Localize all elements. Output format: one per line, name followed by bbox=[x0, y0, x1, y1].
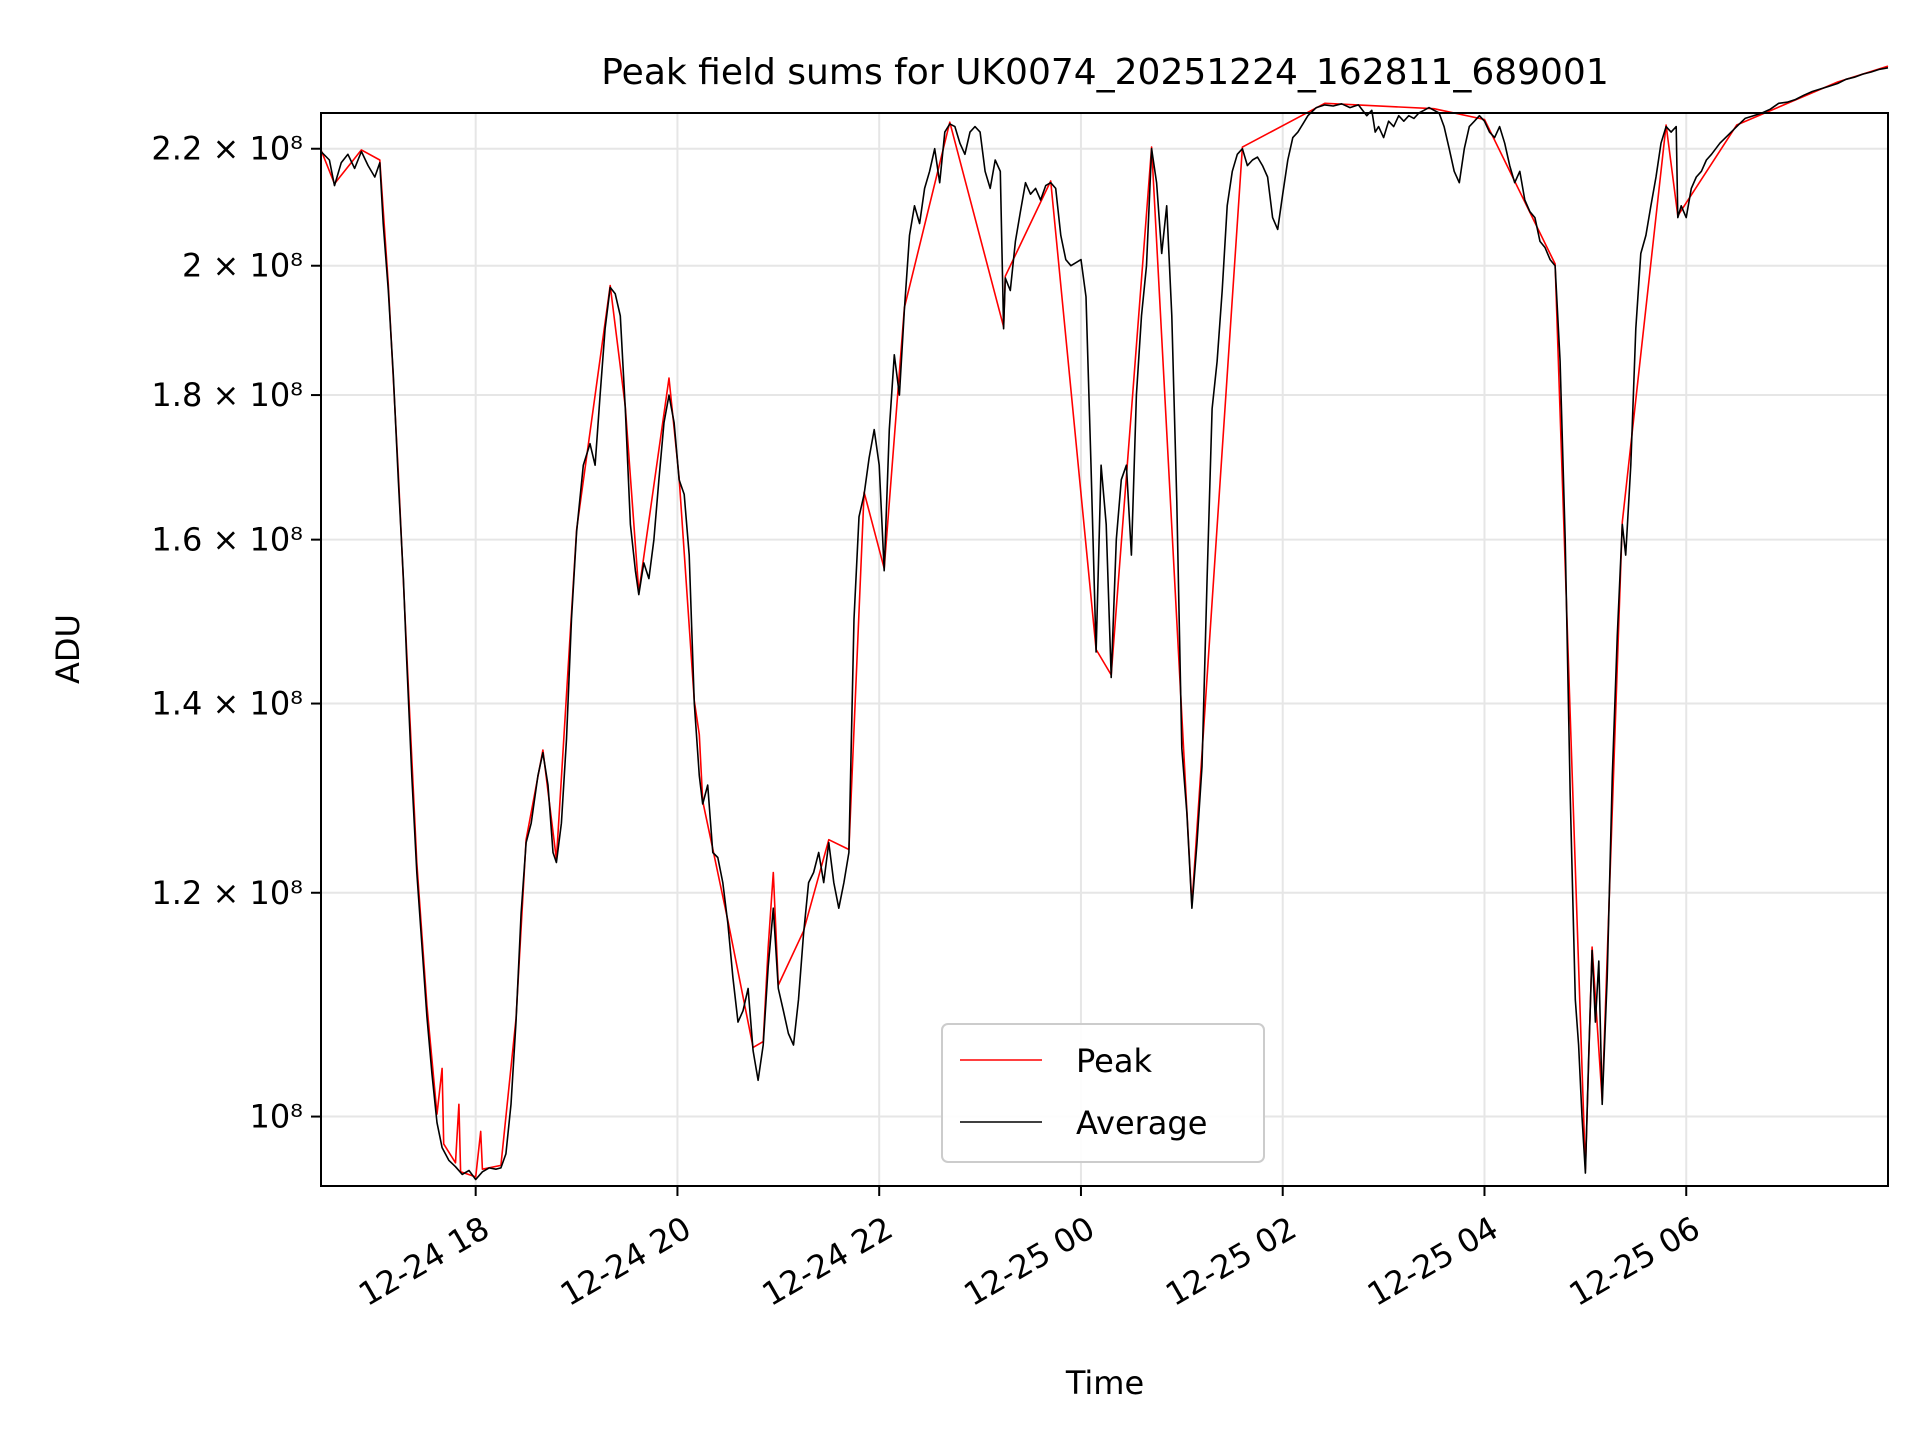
series-line-average bbox=[320, 67, 1889, 1181]
y-tick-label: 1.8 × 10⁸ bbox=[151, 376, 303, 414]
y-tick-label: 1.2 × 10⁸ bbox=[151, 874, 303, 912]
legend-label-average: Average bbox=[1076, 1104, 1207, 1142]
chart-title: Peak field sums for UK0074_20251224_1628… bbox=[601, 52, 1609, 93]
x-gridlines bbox=[474, 113, 1688, 1186]
legend-label-peak: Peak bbox=[1076, 1042, 1152, 1080]
y-tick-label: 10⁸ bbox=[249, 1098, 303, 1136]
y-tick-label: 2.2 × 10⁸ bbox=[151, 130, 303, 168]
y-gridlines bbox=[321, 147, 1888, 1118]
y-axis-ticks: 10⁸ 1.2 × 10⁸ 1.4 × 10⁸ 1.6 × 10⁸ 1.8 × 10⁸ 2… bbox=[151, 130, 321, 1136]
series-lines bbox=[320, 65, 1889, 1181]
y-axis-label: ADU bbox=[49, 614, 87, 684]
legend-box bbox=[941, 1023, 1265, 1163]
plot-frame bbox=[320, 112, 1889, 1187]
y-tick-label: 2 × 10⁸ bbox=[182, 247, 303, 285]
y-tick-label: 1.4 × 10⁸ bbox=[151, 685, 303, 723]
series-line-peak bbox=[320, 65, 1889, 1178]
legend: Peak Average bbox=[941, 1023, 1265, 1163]
y-tick-label: 1.6 × 10⁸ bbox=[151, 521, 303, 559]
x-axis-label: Time bbox=[1065, 1364, 1144, 1402]
